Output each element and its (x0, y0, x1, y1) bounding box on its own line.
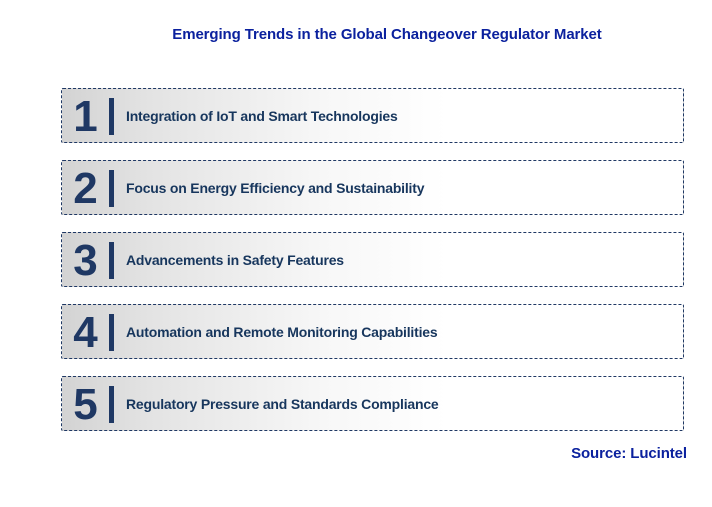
divider-bar (109, 314, 114, 351)
trend-label: Automation and Remote Monitoring Capabil… (126, 324, 438, 340)
trend-number: 1 (73, 92, 98, 141)
trend-number: 4 (73, 308, 98, 357)
source-credit: Source: Lucintel (571, 445, 687, 462)
trend-label: Integration of IoT and Smart Technologie… (126, 108, 398, 124)
trend-row: 1 Integration of IoT and Smart Technolog… (61, 88, 684, 143)
trend-row: 3 Advancements in Safety Features (61, 232, 684, 287)
trend-label: Focus on Energy Efficiency and Sustainab… (126, 180, 425, 196)
trend-number: 5 (73, 380, 98, 429)
trend-row: 4 Automation and Remote Monitoring Capab… (61, 304, 684, 359)
trend-number: 3 (73, 236, 98, 285)
trend-row: 2 Focus on Energy Efficiency and Sustain… (61, 160, 684, 215)
divider-bar (109, 170, 114, 207)
trend-label: Regulatory Pressure and Standards Compli… (126, 396, 439, 412)
page-title: Emerging Trends in the Global Changeover… (172, 26, 602, 43)
trend-number: 2 (73, 164, 98, 213)
trend-row: 5 Regulatory Pressure and Standards Comp… (61, 376, 684, 431)
divider-bar (109, 386, 114, 423)
trend-label: Advancements in Safety Features (126, 252, 344, 268)
divider-bar (109, 98, 114, 135)
divider-bar (109, 242, 114, 279)
